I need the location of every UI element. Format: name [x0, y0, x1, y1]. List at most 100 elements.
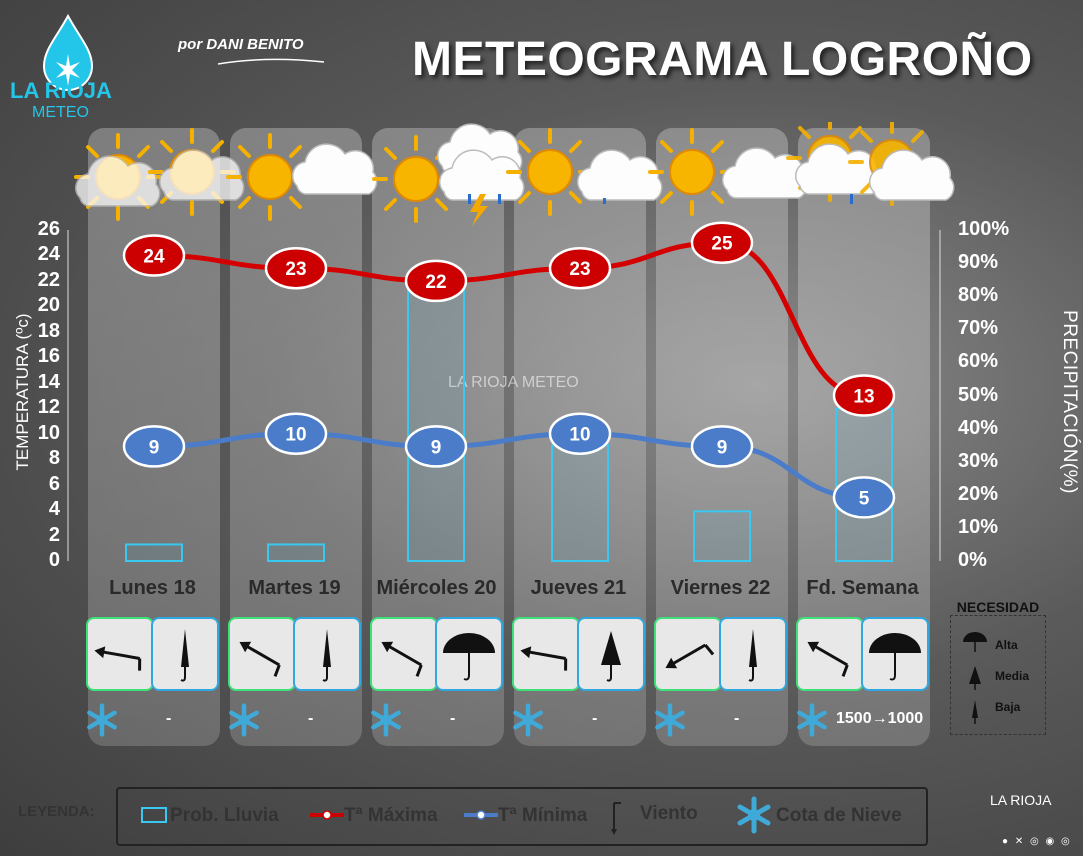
- snow-row: -: [84, 702, 229, 738]
- footer-logo: LA RIOJA: [990, 792, 1051, 808]
- umbrella-box: [861, 617, 929, 691]
- necesidad-alta: Alta: [995, 638, 1018, 652]
- min-temp-label: 10: [569, 425, 590, 446]
- max-temp-point: [264, 246, 328, 290]
- rain-bar: [407, 278, 465, 562]
- day-label: Martes 19: [248, 577, 341, 599]
- necesidad-baja: Baja: [995, 700, 1021, 714]
- wind-box: [86, 617, 154, 691]
- min-temp-label: 5: [859, 488, 870, 509]
- day-label: Jueves 21: [530, 577, 627, 599]
- y-tick-left: 8: [48, 447, 60, 470]
- max-temp-label: 23: [285, 259, 306, 280]
- snow-row: -: [510, 702, 655, 738]
- legend-lluvia: Prob. Lluvia: [170, 805, 279, 826]
- legend: Prob. Lluvia Tª Máxima Tª Mínima Viento …: [116, 787, 928, 846]
- social-icons: ● ✕ ◎ ◉ ◎: [1002, 836, 1072, 847]
- min-temp-point: [122, 425, 186, 468]
- y-tick-right: 0%: [958, 549, 987, 571]
- wind-legend-icon: [611, 802, 621, 835]
- page-title: METEOGRAMA LOGROÑO: [412, 33, 1033, 86]
- snow-row: 1500→1000: [794, 702, 939, 738]
- wind-box: [654, 617, 722, 691]
- y-tick-right: 30%: [958, 449, 999, 472]
- y-tick-left: 0: [48, 549, 60, 571]
- snow-row: -: [368, 702, 513, 738]
- min-temp-point: [832, 476, 896, 519]
- rain-cloud-icon: [576, 149, 663, 204]
- wind-box: [512, 617, 580, 691]
- necesidad-media: Media: [995, 669, 1030, 683]
- max-temp-point: [690, 221, 754, 264]
- day-label: Viernes 22: [670, 577, 771, 599]
- legend-minima: Tª Mínima: [498, 805, 588, 826]
- y-tick-right: 70%: [958, 317, 999, 340]
- legend-label: LEYENDA:: [18, 803, 95, 820]
- y-tick-left: 26: [37, 218, 60, 240]
- wind-box: [370, 617, 438, 691]
- min-temp-label: 10: [285, 425, 306, 446]
- umbrella-icon: [180, 629, 189, 682]
- watermark: LA RIOJA METEO: [448, 374, 579, 391]
- snowflake-legend-icon: [737, 796, 771, 834]
- min-temp-label: 9: [431, 437, 442, 458]
- day-label: Fd. Semana: [806, 577, 919, 599]
- umbrella-box: [719, 617, 787, 691]
- snowflake-icon: [655, 703, 685, 737]
- snow-row: -: [652, 702, 797, 738]
- rain-bar: [551, 444, 609, 562]
- author-underline: [217, 58, 325, 65]
- snow-level: -: [450, 710, 456, 727]
- min-temp-label: 9: [717, 437, 728, 458]
- rain-cloud-icon: [786, 122, 881, 204]
- snow-level: -: [166, 710, 172, 727]
- snowflake-icon: [513, 703, 543, 737]
- min-temp-point: [404, 425, 468, 468]
- logo-drop-icon: [42, 13, 94, 91]
- max-temp-point: [832, 374, 896, 417]
- max-temp-label: 24: [143, 246, 165, 267]
- rain-bar: [125, 543, 183, 563]
- author: por DANI BENITO: [178, 36, 304, 53]
- y-tick-right: 10%: [958, 515, 999, 538]
- wind-arrow-icon: [807, 641, 849, 677]
- y-tick-left: 12: [37, 396, 60, 419]
- y-tick-left: 14: [37, 370, 60, 393]
- y-tick-right: 20%: [958, 482, 999, 505]
- logo-subtext: METEO: [32, 104, 89, 121]
- snowflake-icon: [229, 703, 259, 737]
- min-temp-label: 9: [149, 437, 160, 458]
- y-tick-left: 16: [37, 345, 60, 368]
- max-temp-point: [404, 259, 468, 303]
- day-label: Lunes 18: [109, 577, 196, 599]
- wind-box: [228, 617, 296, 691]
- necesidad-title: NECESIDAD: [956, 599, 1040, 615]
- necesidad-box: Alta Media Baja: [950, 615, 1046, 735]
- wind-arrow-icon: [239, 641, 281, 677]
- umbrella-icons: [963, 632, 987, 724]
- max-legend-icon: [310, 810, 344, 820]
- rain-bar: [693, 510, 751, 563]
- logo-text: LA RIOJA: [10, 78, 112, 103]
- y-tick-left: 6: [48, 472, 60, 495]
- umbrella-box: [435, 617, 503, 691]
- min-temp-point: [548, 412, 612, 455]
- legend-nieve: Cota de Nieve: [776, 805, 902, 826]
- umbrella-box: [151, 617, 219, 691]
- footer-logo-text: LA RIOJA: [990, 792, 1052, 808]
- min-temp-point: [264, 412, 328, 455]
- umbrella-box: [577, 617, 645, 691]
- y-tick-right: 40%: [958, 416, 999, 439]
- snow-level: 1500→1000: [836, 710, 924, 727]
- y-tick-left: 4: [48, 498, 60, 521]
- y-tick-left: 18: [37, 319, 60, 342]
- max-temp-label: 25: [711, 234, 733, 255]
- max-temp-line: [153, 240, 865, 398]
- y-tick-right: 90%: [958, 251, 999, 274]
- min-legend-icon: [464, 810, 498, 820]
- wind-arrow-icon: [94, 646, 142, 671]
- umbrella-icon: [748, 629, 757, 682]
- max-temp-point: [122, 234, 186, 277]
- wind-arrow-icon: [665, 643, 715, 669]
